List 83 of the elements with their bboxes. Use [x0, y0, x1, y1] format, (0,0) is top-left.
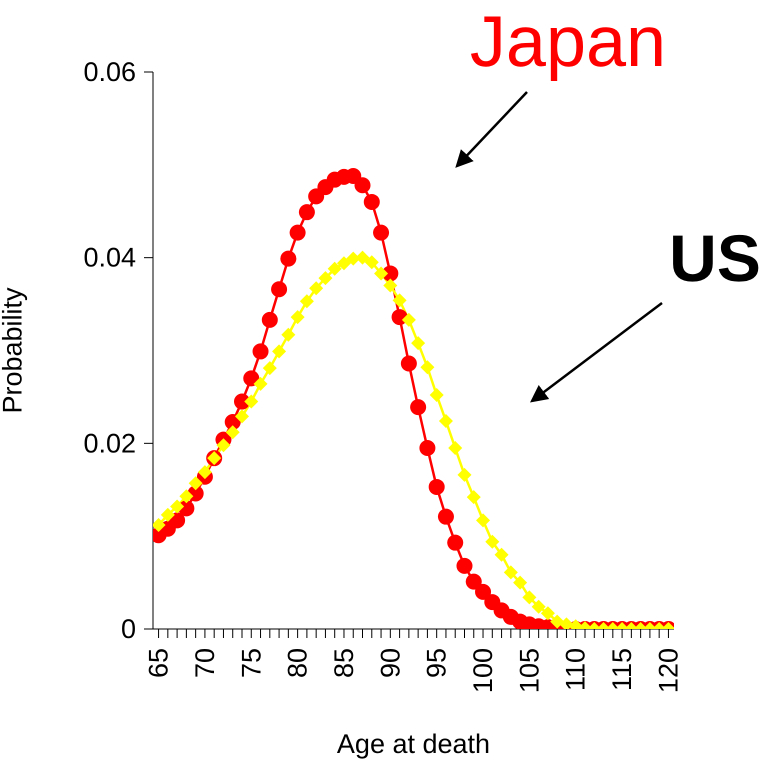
- point: [392, 293, 407, 308]
- x-tick-label: 100: [468, 648, 498, 694]
- point: [438, 508, 454, 525]
- point: [457, 468, 472, 482]
- point: [198, 465, 212, 480]
- point: [475, 584, 492, 600]
- x-tick-label: 70: [190, 648, 220, 678]
- point: [373, 224, 390, 241]
- point: [290, 224, 306, 241]
- point: [374, 266, 388, 280]
- point: [153, 518, 166, 532]
- point: [328, 262, 342, 276]
- point: [252, 343, 269, 360]
- y-tick-label: 0.06: [83, 57, 136, 87]
- y-tick-label: 0.04: [83, 242, 136, 273]
- point: [430, 388, 444, 402]
- point: [318, 271, 332, 286]
- point: [243, 370, 260, 386]
- x-tick-label: 120: [653, 648, 684, 694]
- point: [419, 440, 436, 456]
- point: [364, 255, 379, 270]
- x-tick-label: 80: [282, 648, 313, 678]
- point: [438, 414, 453, 428]
- point: [272, 344, 286, 358]
- point: [550, 614, 564, 629]
- point: [226, 425, 240, 440]
- y-axis-title: Probability: [0, 286, 28, 414]
- point: [420, 360, 434, 374]
- x-tick-label: 95: [422, 648, 452, 678]
- point: [281, 328, 296, 342]
- x-tick-label: 90: [375, 648, 406, 678]
- point: [522, 590, 536, 604]
- point: [410, 399, 426, 416]
- y-tick-label: 0: [120, 614, 136, 644]
- point: [308, 188, 324, 204]
- x-tick-label: 85: [328, 648, 359, 678]
- point: [262, 312, 278, 328]
- point: [447, 534, 464, 551]
- point: [179, 489, 194, 504]
- point: [356, 250, 370, 265]
- point: [290, 310, 305, 324]
- x-tick-label: 65: [144, 648, 174, 678]
- point: [504, 565, 518, 580]
- point: [160, 508, 175, 522]
- x-axis-title: Age at death: [336, 729, 490, 759]
- x-tick-label: 115: [607, 648, 638, 692]
- point: [254, 376, 268, 391]
- point: [309, 281, 324, 296]
- point: [169, 512, 186, 528]
- point: [476, 513, 490, 528]
- point: [262, 361, 277, 376]
- point: [188, 476, 203, 490]
- annotation: Japan: [470, 2, 666, 82]
- point: [170, 499, 184, 514]
- point: [280, 250, 296, 267]
- point: [271, 281, 288, 298]
- point: [540, 606, 555, 620]
- x-tick-label: 110: [560, 648, 591, 692]
- point: [383, 278, 398, 293]
- point: [494, 548, 509, 562]
- point: [354, 177, 371, 194]
- point: [513, 576, 528, 590]
- point: [216, 438, 230, 452]
- y-tick-label: 0.02: [83, 428, 136, 458]
- point: [244, 394, 258, 409]
- point: [402, 312, 416, 327]
- point: [400, 355, 417, 372]
- point: [364, 194, 380, 210]
- point: [336, 256, 351, 270]
- point: [428, 478, 445, 495]
- point: [448, 440, 462, 455]
- point: [485, 534, 500, 549]
- x-tick-label: 105: [514, 648, 544, 694]
- point: [456, 558, 472, 574]
- point: [466, 490, 481, 504]
- point: [234, 409, 249, 424]
- point: [466, 574, 482, 590]
- point: [532, 600, 546, 614]
- point: [411, 336, 426, 350]
- point: [300, 294, 314, 308]
- x-tick-label: 75: [236, 648, 266, 678]
- point: [298, 204, 315, 220]
- annotation: US: [669, 221, 761, 295]
